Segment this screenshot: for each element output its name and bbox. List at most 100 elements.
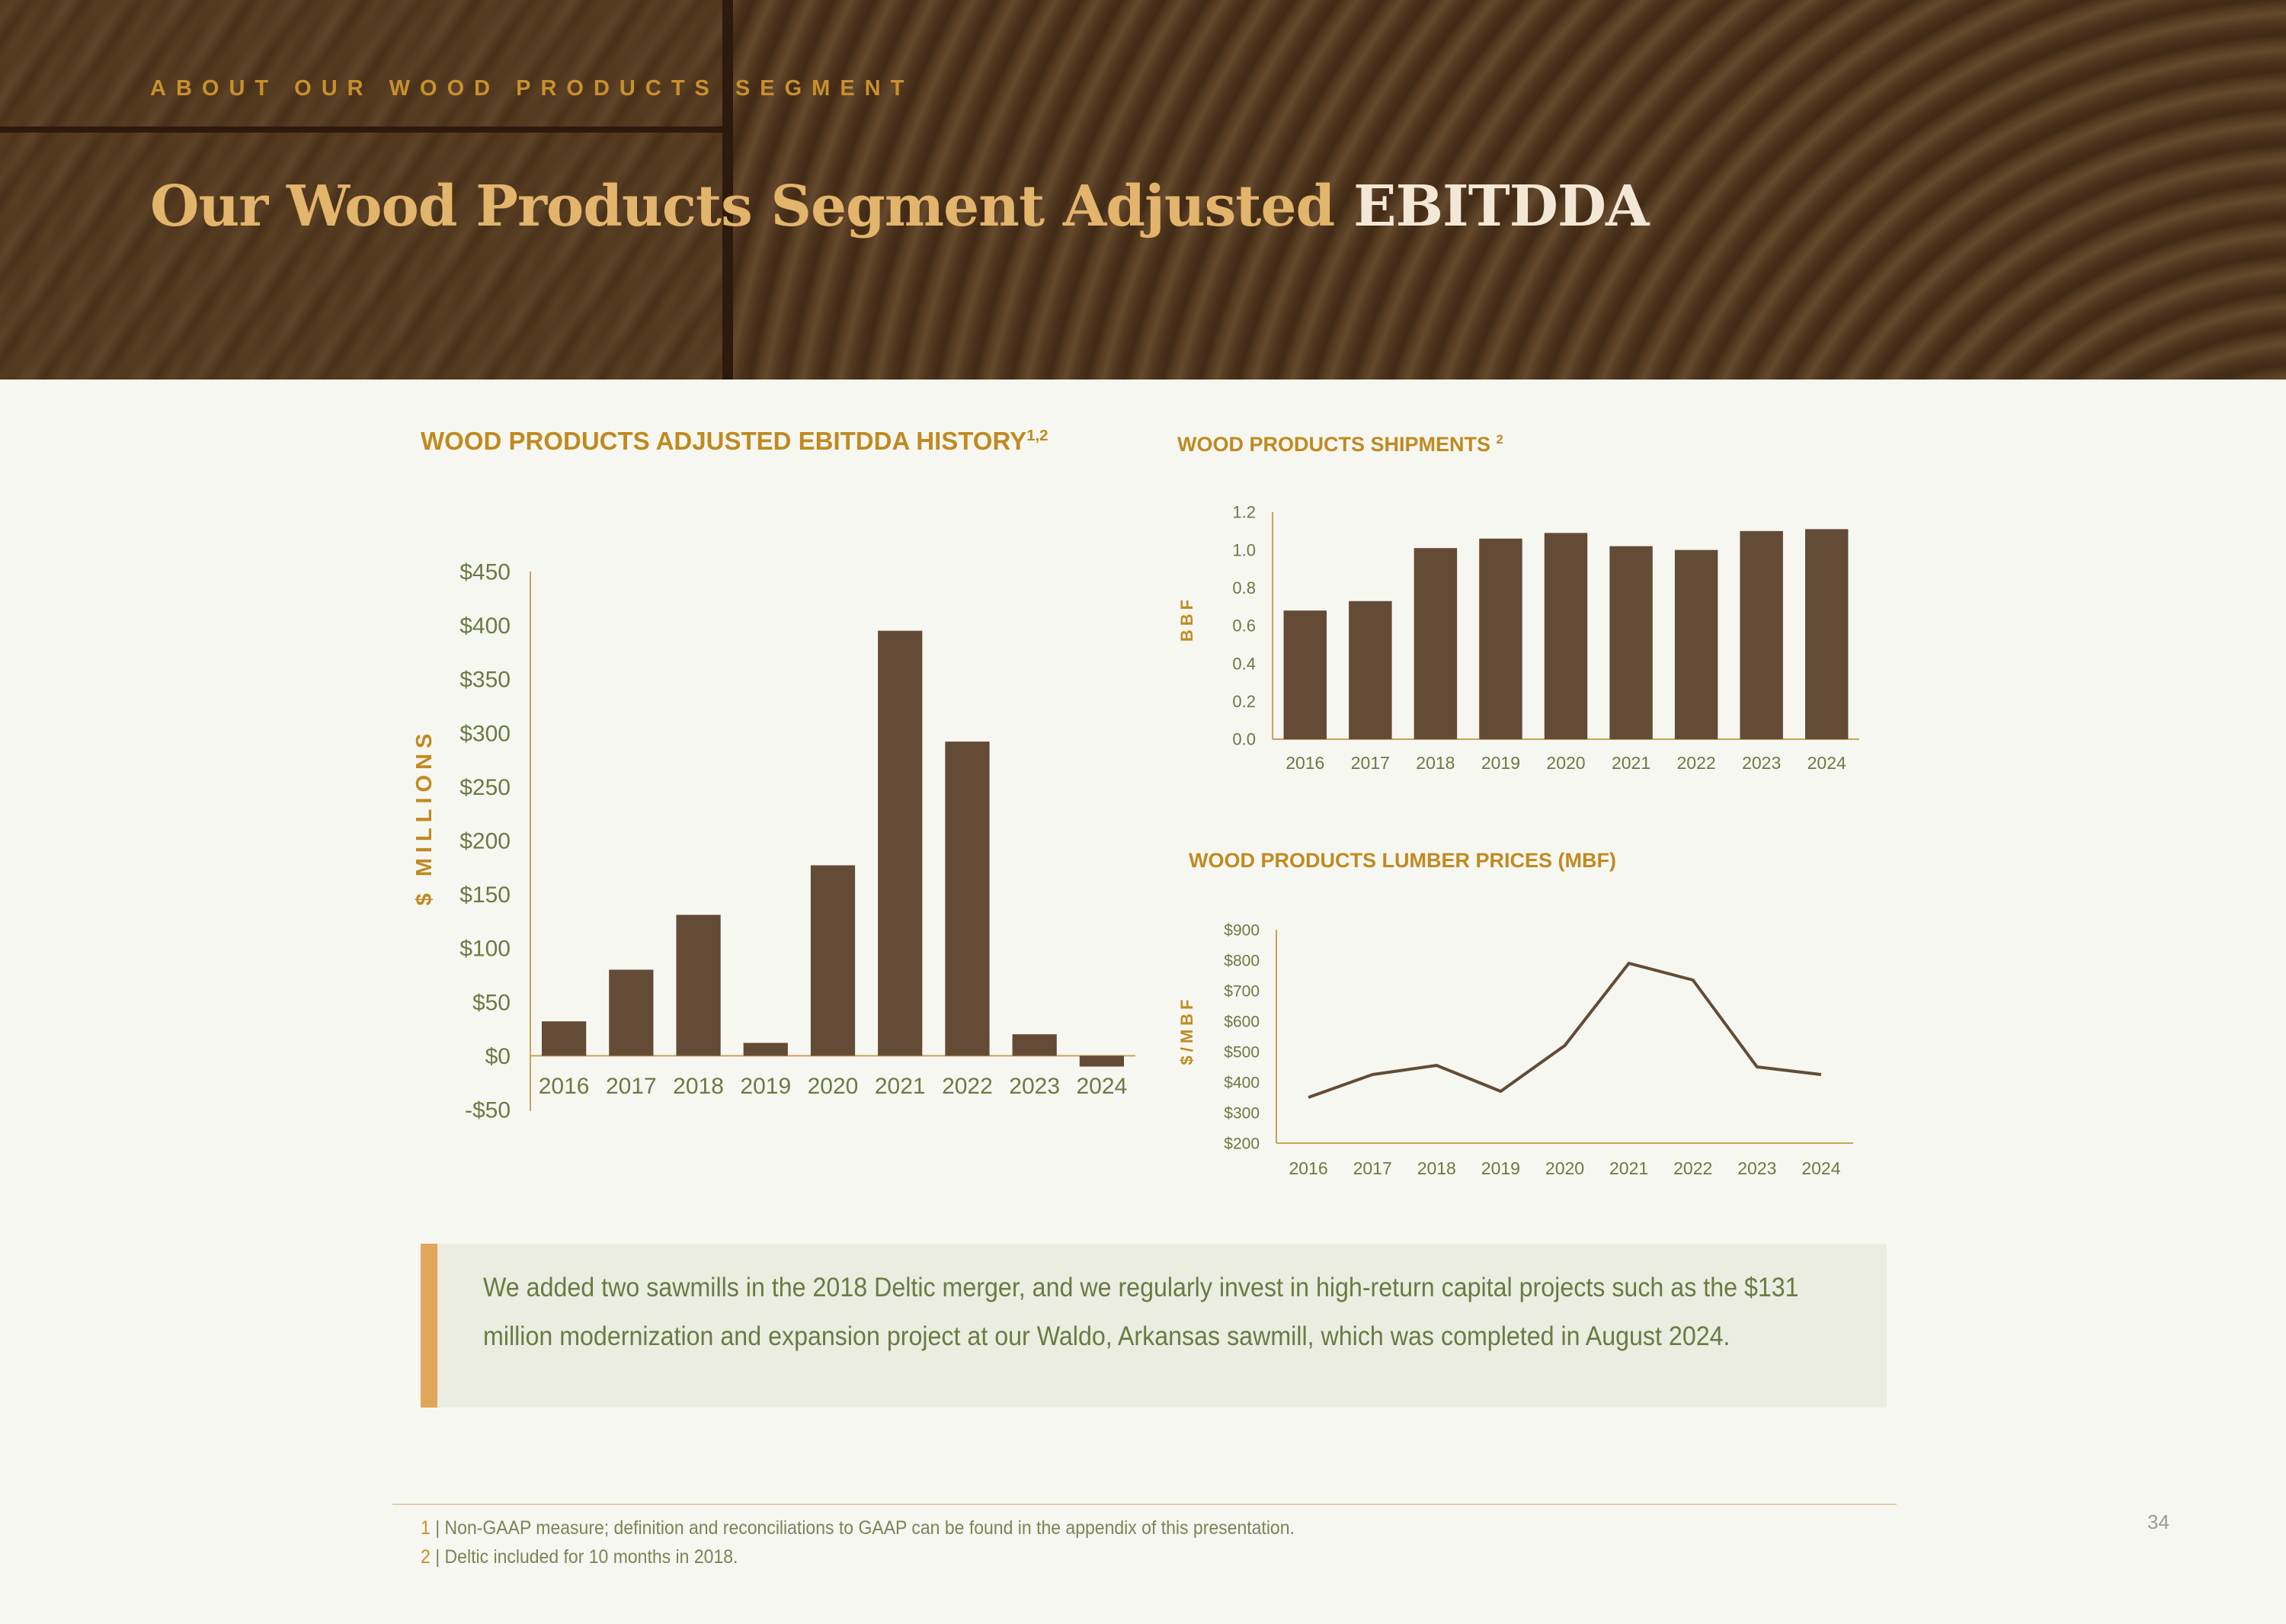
bar-2019 xyxy=(743,1043,788,1056)
y-tick-label: $400 xyxy=(1224,1074,1260,1091)
footnote-divider xyxy=(392,1504,1897,1505)
x-tick-label: 2016 xyxy=(539,1074,590,1099)
lumber-price-line xyxy=(1308,962,1822,1099)
x-tick-label: 2020 xyxy=(1545,1158,1584,1178)
x-tick-label: 2020 xyxy=(1546,753,1585,773)
callout-text: We added two sawmills in the 2018 Deltic… xyxy=(483,1273,1799,1351)
y-tick-label: 0.6 xyxy=(1232,617,1256,636)
y-tick-label: -$50 xyxy=(465,1098,511,1123)
x-tick-label: 2024 xyxy=(1077,1074,1128,1099)
y-tick-label: $300 xyxy=(459,721,511,746)
bar-2024 xyxy=(1079,1055,1125,1067)
bar-2020 xyxy=(1544,533,1588,739)
y-tick-label: $600 xyxy=(1224,1013,1260,1030)
wood-seam xyxy=(0,127,732,133)
footnote-2-number: 2 xyxy=(421,1546,431,1568)
x-tick-label: 2021 xyxy=(875,1074,926,1099)
x-tick-label: 2019 xyxy=(740,1074,791,1099)
x-tick-label: 2024 xyxy=(1807,753,1846,773)
callout-box: We added two sawmills in the 2018 Deltic… xyxy=(421,1244,1887,1408)
footnote-2: 2 | Deltic included for 10 months in 201… xyxy=(421,1546,738,1568)
y-axis-title: $/MBF xyxy=(1177,996,1196,1065)
y-tick-label: 0.8 xyxy=(1232,578,1256,597)
x-tick-label: 2022 xyxy=(942,1074,993,1099)
bar-2021 xyxy=(1609,546,1653,739)
footnote-2-text: | Deltic included for 10 months in 2018. xyxy=(435,1546,738,1568)
bar-2018 xyxy=(1414,548,1458,739)
bar-2023 xyxy=(1740,530,1783,739)
x-tick-label: 2016 xyxy=(1289,1158,1327,1178)
x-tick-label: 2018 xyxy=(673,1074,724,1099)
x-tick-label: 2019 xyxy=(1481,1158,1520,1178)
x-tick-label: 2017 xyxy=(1351,753,1390,773)
x-tick-label: 2018 xyxy=(1417,1158,1456,1178)
ebitdda-chart-title: WOOD PRODUCTS ADJUSTED EBITDDA HISTORY1,… xyxy=(421,427,1049,456)
y-tick-label: $700 xyxy=(1224,982,1260,1000)
y-tick-label: $200 xyxy=(1224,1135,1260,1152)
footnote-1-text: | Non-GAAP measure; definition and recon… xyxy=(435,1517,1295,1539)
page-title: Our Wood Products Segment Adjusted EBITD… xyxy=(150,174,1649,239)
y-tick-label: $200 xyxy=(459,829,511,854)
shipments-title-sup: 2 xyxy=(1496,432,1503,447)
bar-2018 xyxy=(676,915,721,1056)
x-tick-label: 2022 xyxy=(1673,1158,1712,1178)
lumber-title-text: WOOD PRODUCTS LUMBER PRICES (MBF) xyxy=(1189,849,1616,872)
y-tick-label: 1.0 xyxy=(1232,540,1256,559)
bar-2021 xyxy=(878,630,923,1056)
bar-2016 xyxy=(1283,610,1327,739)
x-tick-label: 2023 xyxy=(1742,753,1781,773)
x-tick-label: 2017 xyxy=(1353,1158,1392,1178)
y-tick-label: $150 xyxy=(459,882,511,908)
ebitdda-title-sup: 1,2 xyxy=(1026,427,1049,444)
shipments-title-text: WOOD PRODUCTS SHIPMENTS xyxy=(1177,433,1491,456)
footnote-1-number: 1 xyxy=(421,1517,431,1539)
y-tick-label: $400 xyxy=(459,613,511,639)
x-tick-label: 2020 xyxy=(808,1074,859,1099)
x-tick-label: 2017 xyxy=(606,1074,657,1099)
y-axis-title: BBF xyxy=(1177,596,1196,642)
y-tick-label: 0.4 xyxy=(1232,654,1256,673)
y-tick-label: $50 xyxy=(472,990,511,1015)
y-tick-label: $800 xyxy=(1224,952,1260,969)
y-tick-label: $900 xyxy=(1224,921,1260,939)
y-tick-label: 1.2 xyxy=(1232,503,1256,522)
bar-2022 xyxy=(945,742,990,1056)
y-tick-label: $100 xyxy=(459,937,511,962)
lumber-chart-title: WOOD PRODUCTS LUMBER PRICES (MBF) xyxy=(1189,849,1616,873)
y-tick-label: $0 xyxy=(485,1044,511,1069)
bar-2017 xyxy=(1349,601,1392,739)
bar-2017 xyxy=(609,969,654,1056)
bar-2024 xyxy=(1804,529,1849,739)
x-tick-label: 2021 xyxy=(1612,753,1650,773)
footnote-1: 1 | Non-GAAP measure; definition and rec… xyxy=(421,1517,1295,1539)
page-title-main: Our Wood Products Segment Adjusted xyxy=(150,174,1335,239)
x-tick-label: 2021 xyxy=(1609,1158,1648,1178)
x-tick-label: 2023 xyxy=(1737,1158,1776,1178)
x-tick-label: 2016 xyxy=(1285,753,1324,773)
y-tick-label: $300 xyxy=(1224,1104,1260,1122)
y-tick-label: $350 xyxy=(459,668,511,693)
y-axis-title: $ MILLIONS xyxy=(412,729,437,906)
header-banner: ABOUT OUR WOOD PRODUCTS SEGMENT Our Wood… xyxy=(0,0,2286,380)
bar-2020 xyxy=(810,865,856,1056)
y-tick-label: 0.0 xyxy=(1232,730,1256,749)
wood-seam xyxy=(722,0,733,380)
bar-2022 xyxy=(1674,549,1718,739)
page-number: 34 xyxy=(2147,1510,2169,1533)
y-tick-label: $250 xyxy=(459,775,511,800)
shipments-bar-chart: 0.0 0.2 0.4 0.6 0.8 1.0 1.2 2016 2017 2018 2019 202… xyxy=(1177,503,1859,773)
y-tick-label: 0.2 xyxy=(1232,692,1256,711)
bar-2019 xyxy=(1479,538,1522,739)
x-tick-label: 2019 xyxy=(1481,753,1520,773)
bar-2023 xyxy=(1012,1034,1057,1056)
ebitdda-title-text: WOOD PRODUCTS ADJUSTED EBITDDA HISTORY xyxy=(421,427,1027,455)
x-tick-label: 2018 xyxy=(1416,753,1455,773)
ebitdda-bar-chart: -$50 $0 $50 $100 $150 $200 $250 $300 $350 $400 $45… xyxy=(412,560,1135,1123)
bar-2016 xyxy=(541,1021,587,1056)
wood-texture-block xyxy=(0,0,732,380)
x-tick-label: 2023 xyxy=(1009,1074,1060,1099)
x-tick-label: 2024 xyxy=(1801,1158,1840,1178)
x-tick-label: 2022 xyxy=(1677,753,1716,773)
lumber-line-chart: $200 $300 $400 $500 $600 $700 $800 $900 2016 2017… xyxy=(1177,921,1853,1178)
page-title-accent: EBITDDA xyxy=(1353,174,1649,239)
